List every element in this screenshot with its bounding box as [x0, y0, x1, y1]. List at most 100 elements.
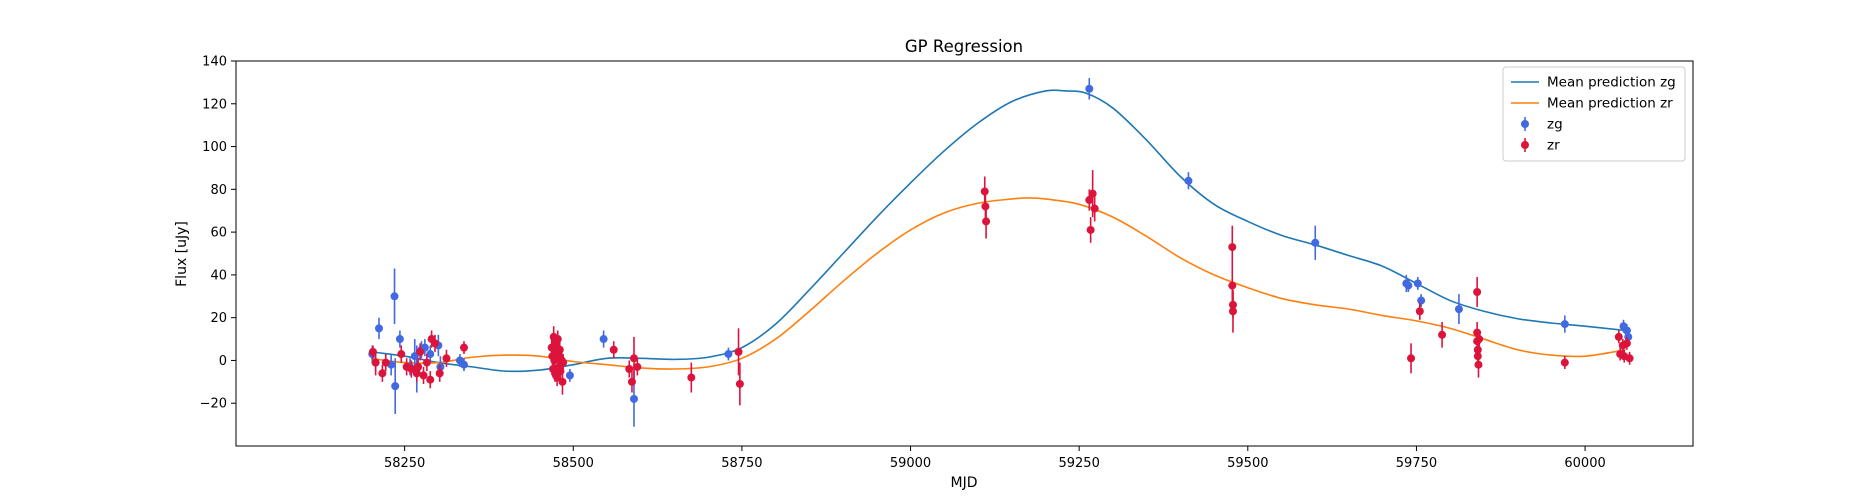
zg-data-point	[1085, 84, 1094, 93]
zr-data-point	[1415, 307, 1424, 316]
zr-data-point	[419, 371, 428, 380]
zg-data-point	[426, 350, 435, 359]
zr-data-point	[735, 379, 744, 388]
zr-data-point	[633, 362, 642, 371]
zr-data-point	[378, 369, 387, 378]
zr-data-point	[1228, 281, 1237, 290]
zg-data-point	[629, 394, 638, 403]
x-tick-label: 60000	[1564, 456, 1605, 471]
zr-data-point	[734, 347, 743, 356]
legend-label: zr	[1547, 138, 1560, 154]
zr-data-point	[1088, 189, 1097, 198]
zr-data-point	[1625, 354, 1634, 363]
zg-data-point	[1560, 320, 1569, 329]
zr-data-point	[609, 345, 618, 354]
zr-data-point	[553, 373, 562, 382]
zr-data-point	[371, 358, 380, 367]
zr-data-point	[442, 354, 451, 363]
zr-data-point	[553, 335, 562, 344]
legend-box	[1502, 66, 1686, 162]
zr-data-point	[625, 365, 634, 373]
zg-data-point	[1413, 279, 1422, 288]
x-tick-label: 58500	[553, 456, 594, 471]
zg-data-point	[375, 324, 384, 333]
x-tick-label: 58250	[384, 456, 425, 471]
zr-data-point	[414, 362, 423, 371]
y-tick-label: 20	[210, 311, 227, 326]
y-axis-label: Flux [uJy]	[174, 221, 190, 287]
zr-data-point	[558, 377, 567, 386]
zg-data-point	[1184, 176, 1193, 185]
zg-data-point	[1417, 296, 1426, 305]
zr-data-point	[1622, 339, 1631, 348]
series-zr	[368, 170, 1634, 406]
x-tick-label: 58750	[721, 456, 762, 471]
zg-data-point	[390, 292, 399, 301]
x-tick-label: 59250	[1058, 456, 1099, 471]
plot-area-frame	[235, 60, 1694, 447]
zg-data-point	[395, 335, 404, 344]
legend-entry-mean-prediction-zg: Mean prediction zg	[1511, 75, 1676, 91]
zr-data-point	[1228, 307, 1237, 316]
zr-data-point	[1473, 288, 1482, 296]
zr-data-point	[430, 339, 439, 348]
zr-data-point	[559, 358, 568, 367]
y-tick-label: 100	[202, 140, 227, 155]
y-tick-label: 0	[219, 354, 227, 369]
zr-data-point	[982, 217, 991, 226]
zg-data-point	[1454, 305, 1463, 314]
zr-data-point	[1090, 204, 1099, 213]
mean-prediction-zr-line	[370, 197, 1626, 370]
y-axis: −20 0 20 40 60 80 100 120 140	[200, 55, 236, 412]
chart-title: GP Regression	[905, 37, 1023, 56]
zr-data-point	[1228, 243, 1237, 252]
legend-label: Mean prediction zr	[1547, 96, 1673, 112]
zr-data-point	[416, 347, 425, 356]
zr-data-point	[629, 354, 638, 363]
legend-marker-swatch	[1521, 141, 1529, 149]
zr-data-point	[1474, 360, 1483, 369]
zr-data-point	[435, 369, 444, 378]
x-axis-label: MJD	[951, 475, 978, 491]
zr-data-point	[397, 350, 406, 359]
zr-data-point	[422, 358, 431, 367]
zr-data-point	[381, 358, 390, 367]
legend-label: Mean prediction zg	[1547, 75, 1676, 91]
zr-data-point	[407, 365, 416, 373]
zr-data-point	[687, 373, 696, 382]
y-tick-label: 120	[202, 97, 227, 112]
legend-entry-zg: zg	[1521, 117, 1563, 133]
zr-data-point	[1438, 330, 1447, 339]
zg-data-point	[599, 335, 608, 344]
x-tick-label: 59750	[1396, 456, 1437, 471]
legend-entry-mean-prediction-zr: Mean prediction zr	[1511, 96, 1673, 112]
zg-data-point	[1404, 281, 1413, 290]
zr-data-point	[1085, 196, 1094, 205]
legend: Mean prediction zg Mean prediction zr zg zr	[1502, 66, 1686, 162]
zg-data-point	[724, 350, 733, 359]
zg-data-point	[1311, 238, 1320, 247]
zr-data-point	[1086, 225, 1095, 234]
x-axis: 58250 58500 58750 59000 59250 59500 59750 60000	[384, 446, 1606, 471]
y-tick-label: −20	[200, 397, 227, 412]
x-tick-label: 59000	[890, 456, 931, 471]
zg-data-point	[391, 382, 400, 391]
x-tick-label: 59500	[1227, 456, 1268, 471]
legend-entry-zr: zr	[1521, 138, 1560, 154]
y-tick-label: 60	[210, 226, 227, 241]
zg-data-point	[459, 360, 468, 369]
y-tick-label: 140	[202, 55, 227, 70]
zr-data-point	[1407, 354, 1416, 363]
y-tick-label: 40	[210, 268, 227, 283]
zr-data-point	[555, 345, 564, 354]
legend-label: zg	[1547, 117, 1563, 133]
zr-data-point	[426, 375, 435, 384]
zr-data-point	[627, 377, 636, 386]
zg-data-point	[565, 371, 574, 380]
data-points	[368, 78, 1634, 427]
y-tick-label: 80	[210, 183, 227, 198]
zr-data-point	[459, 343, 468, 352]
zr-data-point	[1560, 358, 1569, 367]
